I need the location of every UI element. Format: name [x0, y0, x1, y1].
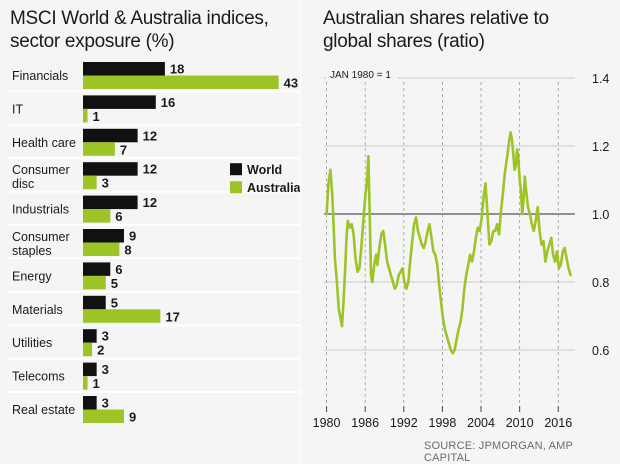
bar-world	[83, 262, 111, 276]
source-note: SOURCE: JPMORGAN, AMP CAPITAL	[424, 440, 573, 464]
bar-world-label: 18	[170, 62, 184, 77]
line-chart-title-line2: global shares (ratio)	[323, 31, 485, 52]
line-chart-title-line1: Australian shares relative to	[323, 8, 549, 29]
bar-australia	[83, 142, 115, 156]
bar-world	[83, 396, 97, 410]
bar-australia	[83, 309, 161, 323]
panel-divider	[300, 0, 301, 464]
y-tick-label: 1.4	[592, 72, 609, 86]
y-tick-label: 0.8	[592, 276, 609, 290]
bar-world-label: 16	[161, 95, 175, 110]
category-label: Utilities	[12, 336, 52, 350]
category-label: Materials	[12, 303, 63, 317]
category-label: Financials	[12, 69, 68, 83]
bar-australia	[83, 242, 120, 256]
category-label: Industrials	[12, 203, 69, 217]
legend-australia-swatch	[230, 181, 242, 194]
bar-world	[83, 128, 138, 143]
legend-world-swatch	[230, 163, 242, 176]
bar-world	[83, 329, 97, 343]
base-note: JAN 1980 = 1	[330, 70, 391, 81]
bar-australia-label: 1	[93, 109, 100, 124]
bar-australia	[83, 275, 106, 290]
bar-australia-label: 43	[284, 76, 298, 91]
bar-australia-label: 8	[124, 243, 131, 258]
bar-world-label: 5	[111, 295, 118, 310]
bar-australia	[83, 342, 93, 357]
x-tick-label: 1998	[429, 416, 457, 430]
bar-world	[83, 362, 97, 377]
bar-world	[83, 295, 106, 310]
bar-world-label: 12	[143, 128, 157, 143]
bar-world-label: 3	[102, 362, 109, 377]
bar-world	[83, 229, 124, 243]
bar-australia-label: 17	[165, 309, 179, 324]
bar-world-label: 12	[143, 162, 157, 177]
bar-australia	[83, 175, 97, 190]
category-label: Real estate	[12, 403, 75, 417]
bar-world-label: 3	[102, 396, 109, 411]
base-note-bg	[326, 66, 398, 82]
ratio-series-line	[325, 131, 572, 355]
legend-australia-label: Australia	[247, 181, 300, 195]
y-tick-label: 0.6	[592, 344, 609, 358]
bar-australia-label: 5	[111, 276, 118, 291]
x-tick-label: 2004	[467, 416, 495, 430]
bar-chart-title-line1: MSCI World & Australia indices,	[10, 8, 269, 29]
bar-chart-title-line2: sector exposure (%)	[10, 31, 175, 52]
category-label: Health care	[12, 136, 76, 150]
category-label: Consumer disc	[12, 163, 70, 191]
category-label: Telecoms	[12, 370, 65, 384]
bar-world	[83, 95, 156, 109]
bar-australia-label: 2	[97, 343, 104, 358]
bar-australia	[83, 376, 88, 390]
x-tick-label: 1980	[313, 416, 341, 430]
ratio-line-chart: 0.6 0.8 1.0 1.2 1.4 1980 1986 1992 1998 2004 2010 2…	[313, 66, 609, 430]
bar-australia	[83, 108, 88, 123]
bar-australia	[83, 75, 279, 89]
bar-australia-label: 6	[115, 209, 122, 224]
bar-world-label: 12	[143, 195, 157, 210]
bar-world	[83, 195, 138, 210]
bar-australia	[83, 409, 124, 423]
bar-world	[83, 162, 138, 176]
x-tick-label: 2010	[506, 416, 534, 430]
x-tick-label: 2016	[544, 416, 572, 430]
x-tick-label: 1992	[390, 416, 418, 430]
category-label: IT	[12, 102, 23, 116]
line-chart-title: Australian shares relative to global sha…	[323, 7, 613, 53]
bar-world	[83, 62, 165, 76]
bar-australia-label: 7	[120, 142, 127, 157]
category-label: Consumer staples	[12, 230, 70, 258]
bar-world-label: 6	[115, 262, 122, 277]
bar-australia	[83, 209, 111, 223]
y-tick-label: 1.0	[592, 208, 609, 222]
bar-australia-label: 3	[102, 176, 109, 191]
bar-world-label: 3	[102, 329, 109, 344]
bar-australia-label: 1	[93, 376, 100, 391]
bar-australia-label: 9	[129, 410, 136, 425]
x-tick-label: 1986	[351, 416, 379, 430]
bar-chart-title: MSCI World & Australia indices, sector e…	[10, 7, 310, 53]
category-label: Energy	[12, 269, 52, 283]
y-tick-label: 1.2	[592, 140, 609, 154]
bar-world-label: 9	[129, 229, 136, 244]
legend-world-label: World	[247, 163, 282, 177]
